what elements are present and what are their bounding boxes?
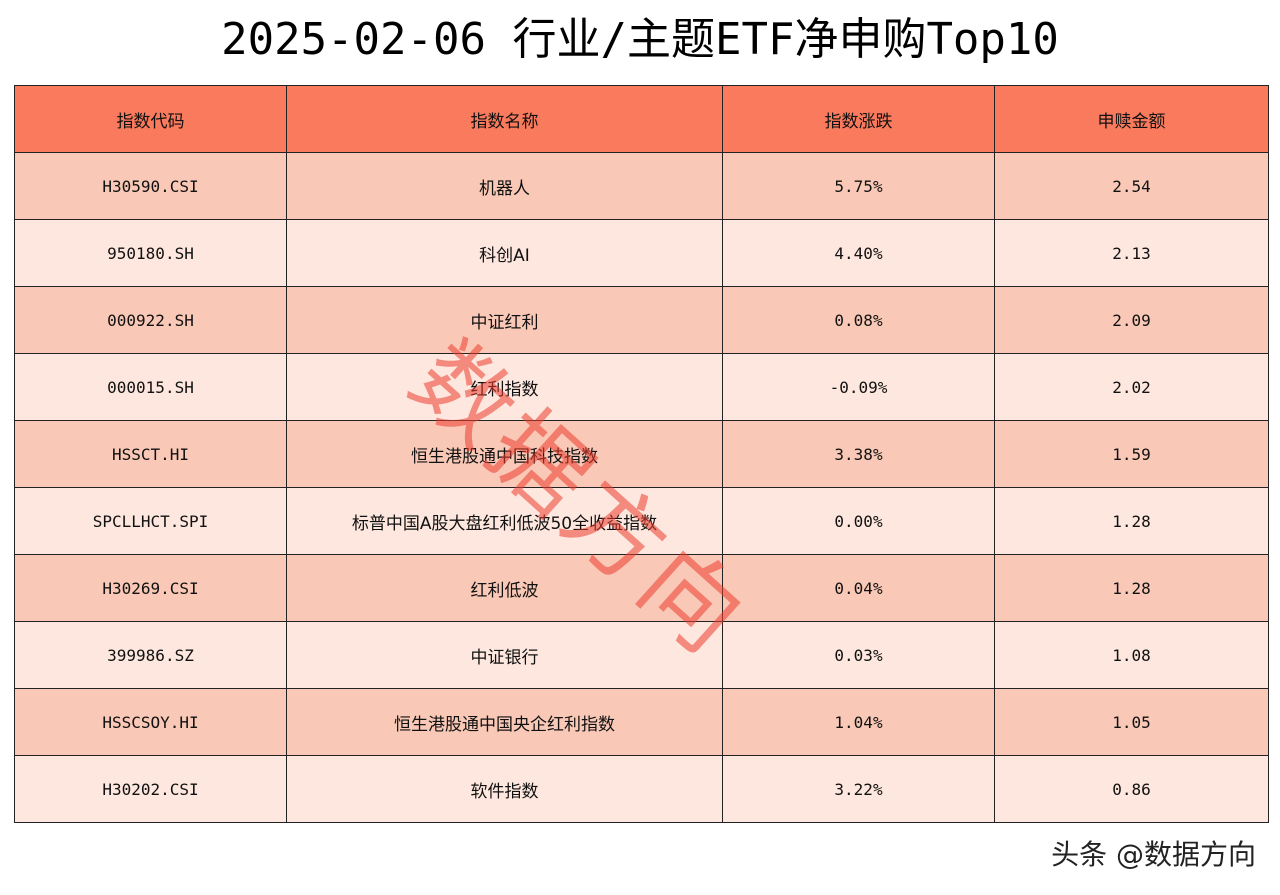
cell-subscription-amount: 1.08 (994, 621, 1269, 689)
cell-index-name: 恒生港股通中国科技指数 (286, 420, 723, 488)
cell-index-change: 1.04% (722, 688, 995, 756)
cell-subscription-amount: 2.54 (994, 152, 1269, 220)
table-row: SPCLLHCT.SPI 标普中国A股大盘红利低波50全收益指数 0.00% 1.28 (14, 487, 1269, 555)
cell-index-code: 950180.SH (14, 219, 287, 287)
column-header-amount: 申赎金额 (994, 85, 1269, 153)
cell-subscription-amount: 0.86 (994, 755, 1269, 823)
column-header-change: 指数涨跌 (722, 85, 995, 153)
cell-subscription-amount: 1.28 (994, 487, 1269, 555)
cell-index-change: 0.04% (722, 554, 995, 622)
table-row: H30202.CSI 软件指数 3.22% 0.86 (14, 755, 1269, 823)
table-row: HSSCT.HI 恒生港股通中国科技指数 3.38% 1.59 (14, 420, 1269, 488)
table-row: H30269.CSI 红利低波 0.04% 1.28 (14, 554, 1269, 622)
cell-index-name: 标普中国A股大盘红利低波50全收益指数 (286, 487, 723, 555)
table-row: 000922.SH 中证红利 0.08% 2.09 (14, 286, 1269, 354)
cell-subscription-amount: 2.13 (994, 219, 1269, 287)
cell-index-code: H30590.CSI (14, 152, 287, 220)
table-row: 399986.SZ 中证银行 0.03% 1.08 (14, 621, 1269, 689)
table-row: H30590.CSI 机器人 5.75% 2.54 (14, 152, 1269, 220)
cell-index-name: 软件指数 (286, 755, 723, 823)
cell-index-code: H30202.CSI (14, 755, 287, 823)
cell-index-name: 中证银行 (286, 621, 723, 689)
table-row: HSSCSOY.HI 恒生港股通中国央企红利指数 1.04% 1.05 (14, 688, 1269, 756)
table-body: H30590.CSI 机器人 5.75% 2.54 950180.SH 科创AI 4.40%… (14, 152, 1269, 823)
cell-index-change: 3.38% (722, 420, 995, 488)
etf-table: 指数代码 指数名称 指数涨跌 申赎金额 H30590.CSI 机器人 5.75% 2.… (14, 85, 1269, 823)
cell-index-name: 中证红利 (286, 286, 723, 354)
cell-index-name: 红利指数 (286, 353, 723, 421)
cell-index-change: 5.75% (722, 152, 995, 220)
cell-index-name: 红利低波 (286, 554, 723, 622)
cell-index-code: 000922.SH (14, 286, 287, 354)
table-header-row: 指数代码 指数名称 指数涨跌 申赎金额 (14, 85, 1269, 153)
cell-index-name: 科创AI (286, 219, 723, 287)
cell-index-change: 0.00% (722, 487, 995, 555)
column-header-code: 指数代码 (14, 85, 287, 153)
cell-index-code: H30269.CSI (14, 554, 287, 622)
cell-index-code: 000015.SH (14, 353, 287, 421)
table-row: 950180.SH 科创AI 4.40% 2.13 (14, 219, 1269, 287)
cell-index-code: HSSCSOY.HI (14, 688, 287, 756)
cell-index-code: HSSCT.HI (14, 420, 287, 488)
cell-index-change: 3.22% (722, 755, 995, 823)
column-header-name: 指数名称 (286, 85, 723, 153)
cell-index-name: 恒生港股通中国央企红利指数 (286, 688, 723, 756)
cell-subscription-amount: 2.09 (994, 286, 1269, 354)
cell-subscription-amount: 1.28 (994, 554, 1269, 622)
cell-index-change: 4.40% (722, 219, 995, 287)
cell-index-change: 0.03% (722, 621, 995, 689)
chart-title: 2025-02-06 行业/主题ETF净申购Top10 (221, 14, 1059, 65)
cell-index-change: -0.09% (722, 353, 995, 421)
cell-index-name: 机器人 (286, 152, 723, 220)
cell-subscription-amount: 1.05 (994, 688, 1269, 756)
cell-subscription-amount: 2.02 (994, 353, 1269, 421)
cell-index-change: 0.08% (722, 286, 995, 354)
footer-source-label: 头条 @数据方向 (1051, 838, 1256, 871)
cell-index-code: SPCLLHCT.SPI (14, 487, 287, 555)
table-row: 000015.SH 红利指数 -0.09% 2.02 (14, 353, 1269, 421)
cell-index-code: 399986.SZ (14, 621, 287, 689)
cell-subscription-amount: 1.59 (994, 420, 1269, 488)
